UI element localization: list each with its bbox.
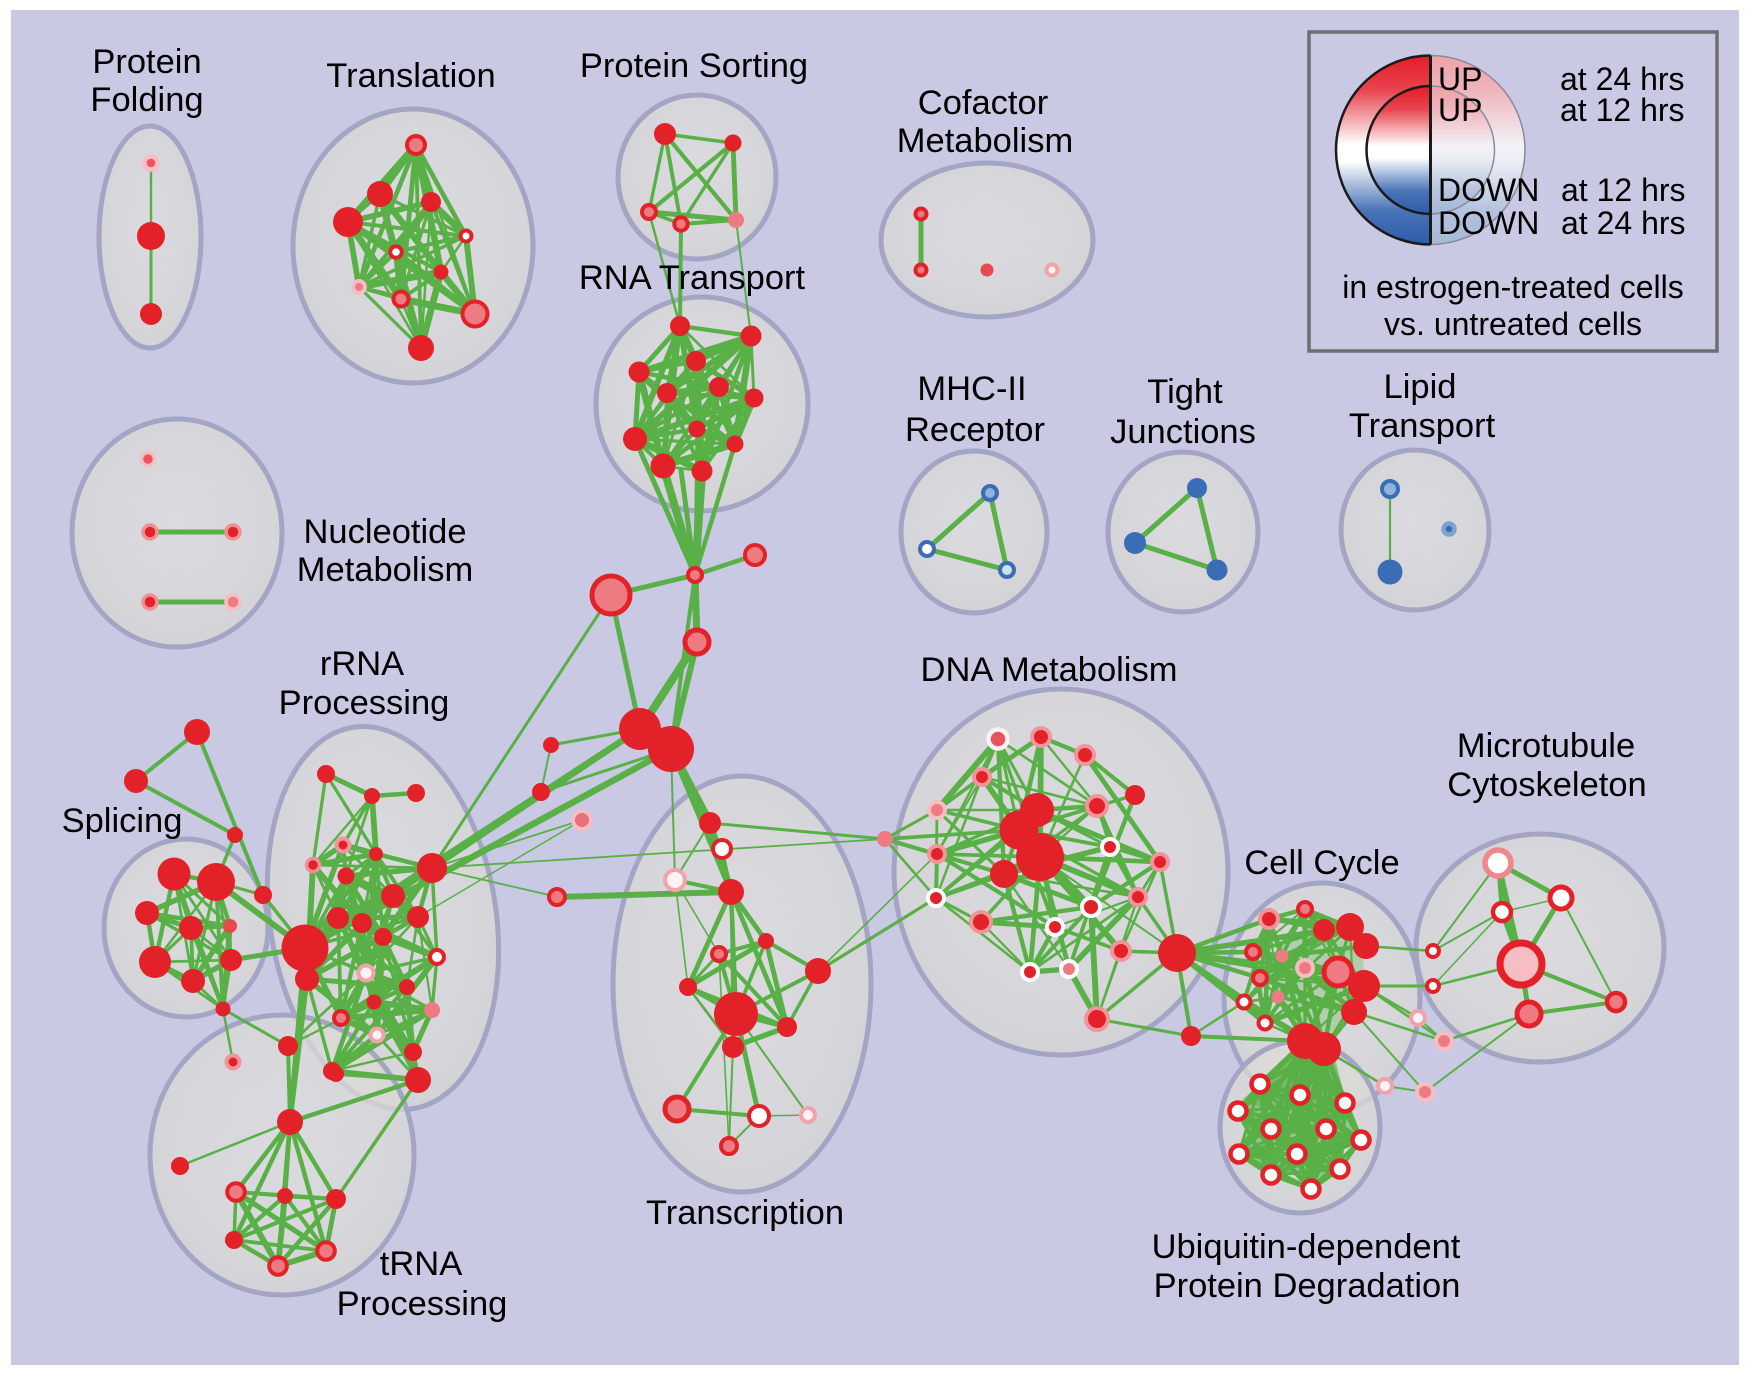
svg-text:Junctions: Junctions — [1110, 413, 1256, 451]
svg-text:Protein Sorting: Protein Sorting — [580, 47, 808, 85]
svg-text:RNA Transport: RNA Transport — [579, 259, 806, 297]
svg-text:Processing: Processing — [337, 1285, 508, 1323]
svg-text:MHC-II: MHC-II — [917, 370, 1026, 408]
svg-text:vs. untreated cells: vs. untreated cells — [1384, 306, 1642, 342]
svg-text:Processing: Processing — [279, 684, 450, 722]
svg-text:Tight: Tight — [1147, 373, 1223, 411]
svg-text:Nucleotide: Nucleotide — [303, 513, 466, 551]
svg-text:Receptor: Receptor — [905, 411, 1045, 449]
svg-text:Lipid: Lipid — [1384, 368, 1457, 406]
svg-text:Ubiquitin-dependent: Ubiquitin-dependent — [1152, 1228, 1461, 1266]
svg-text:at 24 hrs: at 24 hrs — [1561, 205, 1686, 241]
svg-text:at 24 hrs: at 24 hrs — [1560, 61, 1685, 97]
svg-text:Translation: Translation — [326, 57, 495, 95]
svg-text:Folding: Folding — [90, 81, 203, 119]
svg-text:Cofactor: Cofactor — [918, 84, 1048, 122]
svg-text:Metabolism: Metabolism — [297, 551, 473, 589]
svg-text:Transcription: Transcription — [646, 1194, 844, 1232]
svg-text:at 12 hrs: at 12 hrs — [1560, 92, 1685, 128]
svg-text:Protein: Protein — [92, 43, 201, 81]
svg-text:Cell Cycle: Cell Cycle — [1244, 844, 1399, 882]
svg-text:rRNA: rRNA — [320, 645, 404, 683]
svg-text:at 12 hrs: at 12 hrs — [1561, 172, 1686, 208]
svg-text:UP: UP — [1438, 92, 1482, 128]
svg-text:Splicing: Splicing — [62, 802, 183, 840]
svg-text:in estrogen-treated cells: in estrogen-treated cells — [1342, 269, 1684, 305]
svg-text:Protein Degradation: Protein Degradation — [1154, 1267, 1461, 1305]
svg-text:Metabolism: Metabolism — [897, 122, 1073, 160]
svg-text:Microtubule: Microtubule — [1457, 727, 1635, 765]
svg-text:Transport: Transport — [1349, 407, 1496, 445]
svg-text:DNA Metabolism: DNA Metabolism — [921, 651, 1178, 689]
svg-text:Cytoskeleton: Cytoskeleton — [1447, 766, 1646, 804]
svg-text:DOWN: DOWN — [1438, 205, 1539, 241]
svg-text:DOWN: DOWN — [1438, 172, 1539, 208]
svg-text:UP: UP — [1438, 61, 1482, 97]
svg-text:tRNA: tRNA — [380, 1245, 462, 1283]
